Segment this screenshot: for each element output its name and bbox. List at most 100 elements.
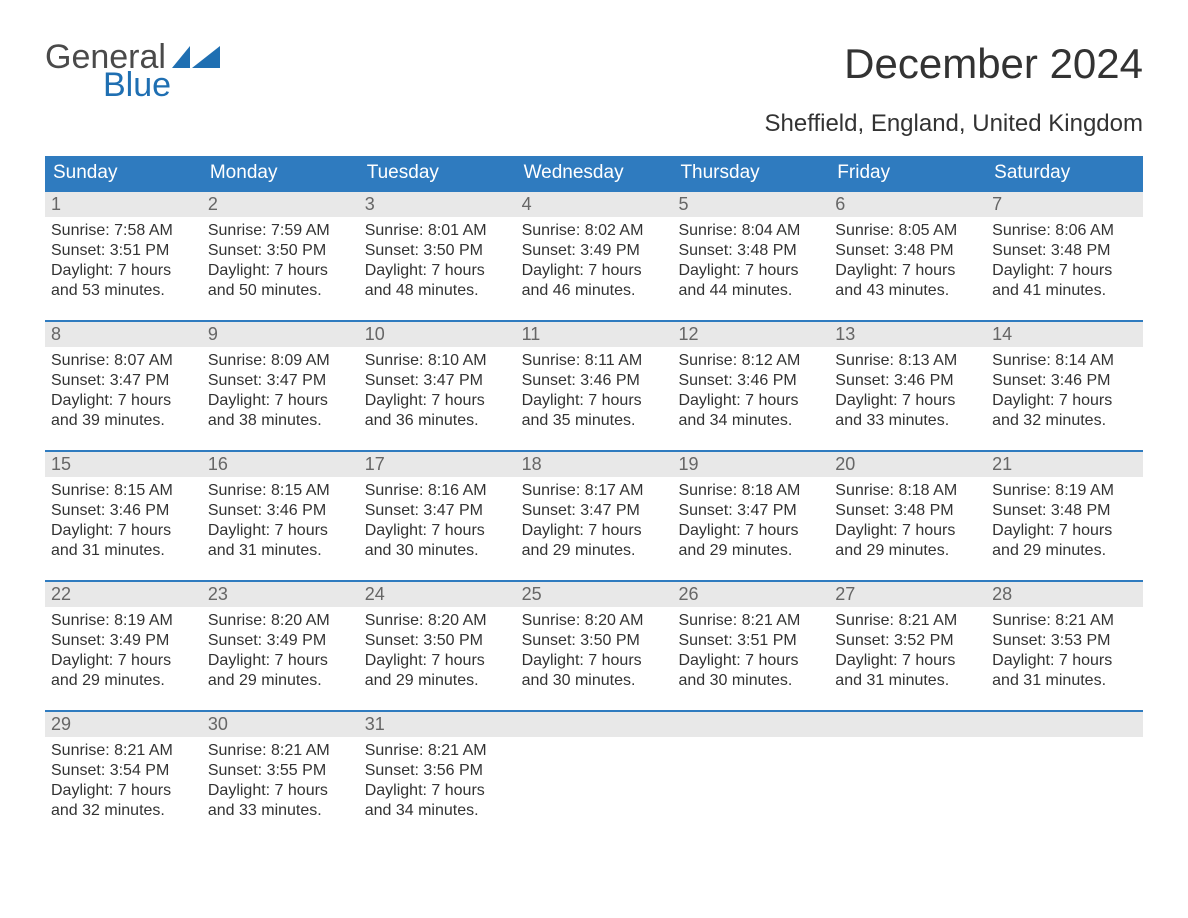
day-ss: Sunset: 3:47 PM <box>678 501 823 521</box>
day-number: 5 <box>672 192 829 217</box>
day-number: 28 <box>986 582 1143 607</box>
day-number: 23 <box>202 582 359 607</box>
day-number: 1 <box>45 192 202 217</box>
day-number: 15 <box>45 452 202 477</box>
day-number: 18 <box>516 452 673 477</box>
day-body: Sunrise: 8:14 AMSunset: 3:46 PMDaylight:… <box>986 347 1143 431</box>
day-d1: Daylight: 7 hours <box>51 521 196 541</box>
day-d1: Daylight: 7 hours <box>992 521 1137 541</box>
day-sr: Sunrise: 8:21 AM <box>51 741 196 761</box>
day-number: 22 <box>45 582 202 607</box>
day-number: 24 <box>359 582 516 607</box>
day-number: 25 <box>516 582 673 607</box>
day-d2: and 29 minutes. <box>835 541 980 561</box>
calendar-day: 31Sunrise: 8:21 AMSunset: 3:56 PMDayligh… <box>359 712 516 822</box>
day-ss: Sunset: 3:49 PM <box>522 241 667 261</box>
day-body: Sunrise: 8:11 AMSunset: 3:46 PMDaylight:… <box>516 347 673 431</box>
day-number: 12 <box>672 322 829 347</box>
day-number: 10 <box>359 322 516 347</box>
day-body: Sunrise: 7:58 AMSunset: 3:51 PMDaylight:… <box>45 217 202 301</box>
day-sr: Sunrise: 8:21 AM <box>678 611 823 631</box>
calendar-day <box>516 712 673 822</box>
day-body: Sunrise: 8:02 AMSunset: 3:49 PMDaylight:… <box>516 217 673 301</box>
day-d1: Daylight: 7 hours <box>835 391 980 411</box>
day-ss: Sunset: 3:48 PM <box>992 501 1137 521</box>
day-d2: and 36 minutes. <box>365 411 510 431</box>
day-d2: and 39 minutes. <box>51 411 196 431</box>
day-d1: Daylight: 7 hours <box>51 651 196 671</box>
day-ss: Sunset: 3:46 PM <box>992 371 1137 391</box>
day-d2: and 44 minutes. <box>678 281 823 301</box>
day-d1: Daylight: 7 hours <box>522 521 667 541</box>
day-d1: Daylight: 7 hours <box>365 261 510 281</box>
day-number: 6 <box>829 192 986 217</box>
day-sr: Sunrise: 7:59 AM <box>208 221 353 241</box>
day-number: 7 <box>986 192 1143 217</box>
day-ss: Sunset: 3:47 PM <box>208 371 353 391</box>
calendar-day <box>672 712 829 822</box>
day-body: Sunrise: 8:15 AMSunset: 3:46 PMDaylight:… <box>202 477 359 561</box>
day-ss: Sunset: 3:51 PM <box>51 241 196 261</box>
day-d2: and 29 minutes. <box>992 541 1137 561</box>
day-body: Sunrise: 8:18 AMSunset: 3:47 PMDaylight:… <box>672 477 829 561</box>
calendar: SundayMondayTuesdayWednesdayThursdayFrid… <box>45 156 1143 822</box>
day-number: 17 <box>359 452 516 477</box>
calendar-day: 19Sunrise: 8:18 AMSunset: 3:47 PMDayligh… <box>672 452 829 562</box>
day-ss: Sunset: 3:48 PM <box>835 241 980 261</box>
calendar-week: 8Sunrise: 8:07 AMSunset: 3:47 PMDaylight… <box>45 320 1143 432</box>
day-d1: Daylight: 7 hours <box>522 391 667 411</box>
day-sr: Sunrise: 8:21 AM <box>835 611 980 631</box>
calendar-day: 5Sunrise: 8:04 AMSunset: 3:48 PMDaylight… <box>672 192 829 302</box>
day-d2: and 30 minutes. <box>365 541 510 561</box>
calendar-day: 12Sunrise: 8:12 AMSunset: 3:46 PMDayligh… <box>672 322 829 432</box>
day-sr: Sunrise: 8:06 AM <box>992 221 1137 241</box>
logo-blue-text: Blue <box>103 68 220 102</box>
day-sr: Sunrise: 8:21 AM <box>365 741 510 761</box>
page-title: December 2024 <box>844 40 1143 88</box>
day-d1: Daylight: 7 hours <box>835 651 980 671</box>
day-body: Sunrise: 8:01 AMSunset: 3:50 PMDaylight:… <box>359 217 516 301</box>
day-number: 13 <box>829 322 986 347</box>
day-sr: Sunrise: 8:09 AM <box>208 351 353 371</box>
day-d2: and 29 minutes. <box>522 541 667 561</box>
day-number: 11 <box>516 322 673 347</box>
day-sr: Sunrise: 8:13 AM <box>835 351 980 371</box>
day-body: Sunrise: 8:19 AMSunset: 3:48 PMDaylight:… <box>986 477 1143 561</box>
day-sr: Sunrise: 8:07 AM <box>51 351 196 371</box>
day-ss: Sunset: 3:51 PM <box>678 631 823 651</box>
calendar-day: 29Sunrise: 8:21 AMSunset: 3:54 PMDayligh… <box>45 712 202 822</box>
calendar-week: 15Sunrise: 8:15 AMSunset: 3:46 PMDayligh… <box>45 450 1143 562</box>
calendar-day: 22Sunrise: 8:19 AMSunset: 3:49 PMDayligh… <box>45 582 202 692</box>
calendar-day: 25Sunrise: 8:20 AMSunset: 3:50 PMDayligh… <box>516 582 673 692</box>
day-ss: Sunset: 3:47 PM <box>51 371 196 391</box>
day-ss: Sunset: 3:50 PM <box>208 241 353 261</box>
day-d2: and 34 minutes. <box>365 801 510 821</box>
day-d2: and 29 minutes. <box>51 671 196 691</box>
day-sr: Sunrise: 8:05 AM <box>835 221 980 241</box>
day-d1: Daylight: 7 hours <box>51 391 196 411</box>
day-d2: and 53 minutes. <box>51 281 196 301</box>
calendar-day <box>986 712 1143 822</box>
day-ss: Sunset: 3:50 PM <box>365 631 510 651</box>
day-number: 20 <box>829 452 986 477</box>
day-sr: Sunrise: 8:16 AM <box>365 481 510 501</box>
day-ss: Sunset: 3:55 PM <box>208 761 353 781</box>
weeks-container: 1Sunrise: 7:58 AMSunset: 3:51 PMDaylight… <box>45 190 1143 822</box>
day-body: Sunrise: 8:21 AMSunset: 3:55 PMDaylight:… <box>202 737 359 821</box>
day-body: Sunrise: 8:21 AMSunset: 3:52 PMDaylight:… <box>829 607 986 691</box>
calendar-day <box>829 712 986 822</box>
day-body: Sunrise: 8:13 AMSunset: 3:46 PMDaylight:… <box>829 347 986 431</box>
day-d1: Daylight: 7 hours <box>992 261 1137 281</box>
calendar-day: 18Sunrise: 8:17 AMSunset: 3:47 PMDayligh… <box>516 452 673 562</box>
day-number: 9 <box>202 322 359 347</box>
day-d1: Daylight: 7 hours <box>208 651 353 671</box>
calendar-day: 1Sunrise: 7:58 AMSunset: 3:51 PMDaylight… <box>45 192 202 302</box>
day-body: Sunrise: 8:16 AMSunset: 3:47 PMDaylight:… <box>359 477 516 561</box>
day-ss: Sunset: 3:50 PM <box>365 241 510 261</box>
day-number: 3 <box>359 192 516 217</box>
day-ss: Sunset: 3:48 PM <box>992 241 1137 261</box>
day-sr: Sunrise: 8:04 AM <box>678 221 823 241</box>
weekday-header: Monday <box>202 156 359 190</box>
day-d2: and 38 minutes. <box>208 411 353 431</box>
day-number <box>672 712 829 737</box>
